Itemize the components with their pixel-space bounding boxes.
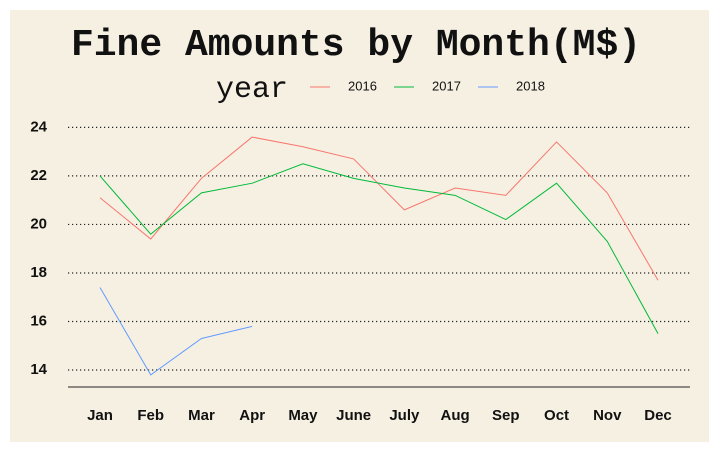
y-tick-label: 18	[30, 264, 47, 281]
x-tick-label: Oct	[544, 407, 569, 424]
x-tick-label: May	[288, 407, 318, 424]
line-series	[99, 136, 659, 281]
chart-title: Fine Amounts by Month(M$)	[71, 24, 641, 67]
panel	[10, 10, 709, 442]
x-tick-label: Dec	[644, 407, 672, 424]
x-tick-label: Mar	[188, 407, 215, 424]
line-series	[99, 287, 253, 376]
y-tick-label: 20	[30, 215, 47, 232]
x-tick-label: Aug	[441, 407, 470, 424]
x-tick-label: Apr	[239, 407, 265, 424]
x-tick-label: June	[336, 407, 371, 424]
y-tick-label: 14	[30, 361, 47, 378]
legend-title: year	[216, 73, 288, 107]
x-tick-label: July	[389, 407, 420, 424]
line-series	[99, 163, 659, 334]
y-tick-label: 16	[30, 312, 47, 329]
x-tick-label: Sep	[492, 407, 520, 424]
y-tick-label: 22	[30, 167, 47, 184]
x-tick-label: Jan	[87, 407, 113, 424]
y-tick-label: 24	[30, 118, 47, 135]
legend-label: 2016	[348, 78, 377, 93]
x-tick-label: Feb	[137, 407, 164, 424]
x-tick-label: Nov	[593, 407, 622, 424]
legend-label: 2017	[432, 78, 461, 93]
legend-label: 2018	[516, 78, 545, 93]
